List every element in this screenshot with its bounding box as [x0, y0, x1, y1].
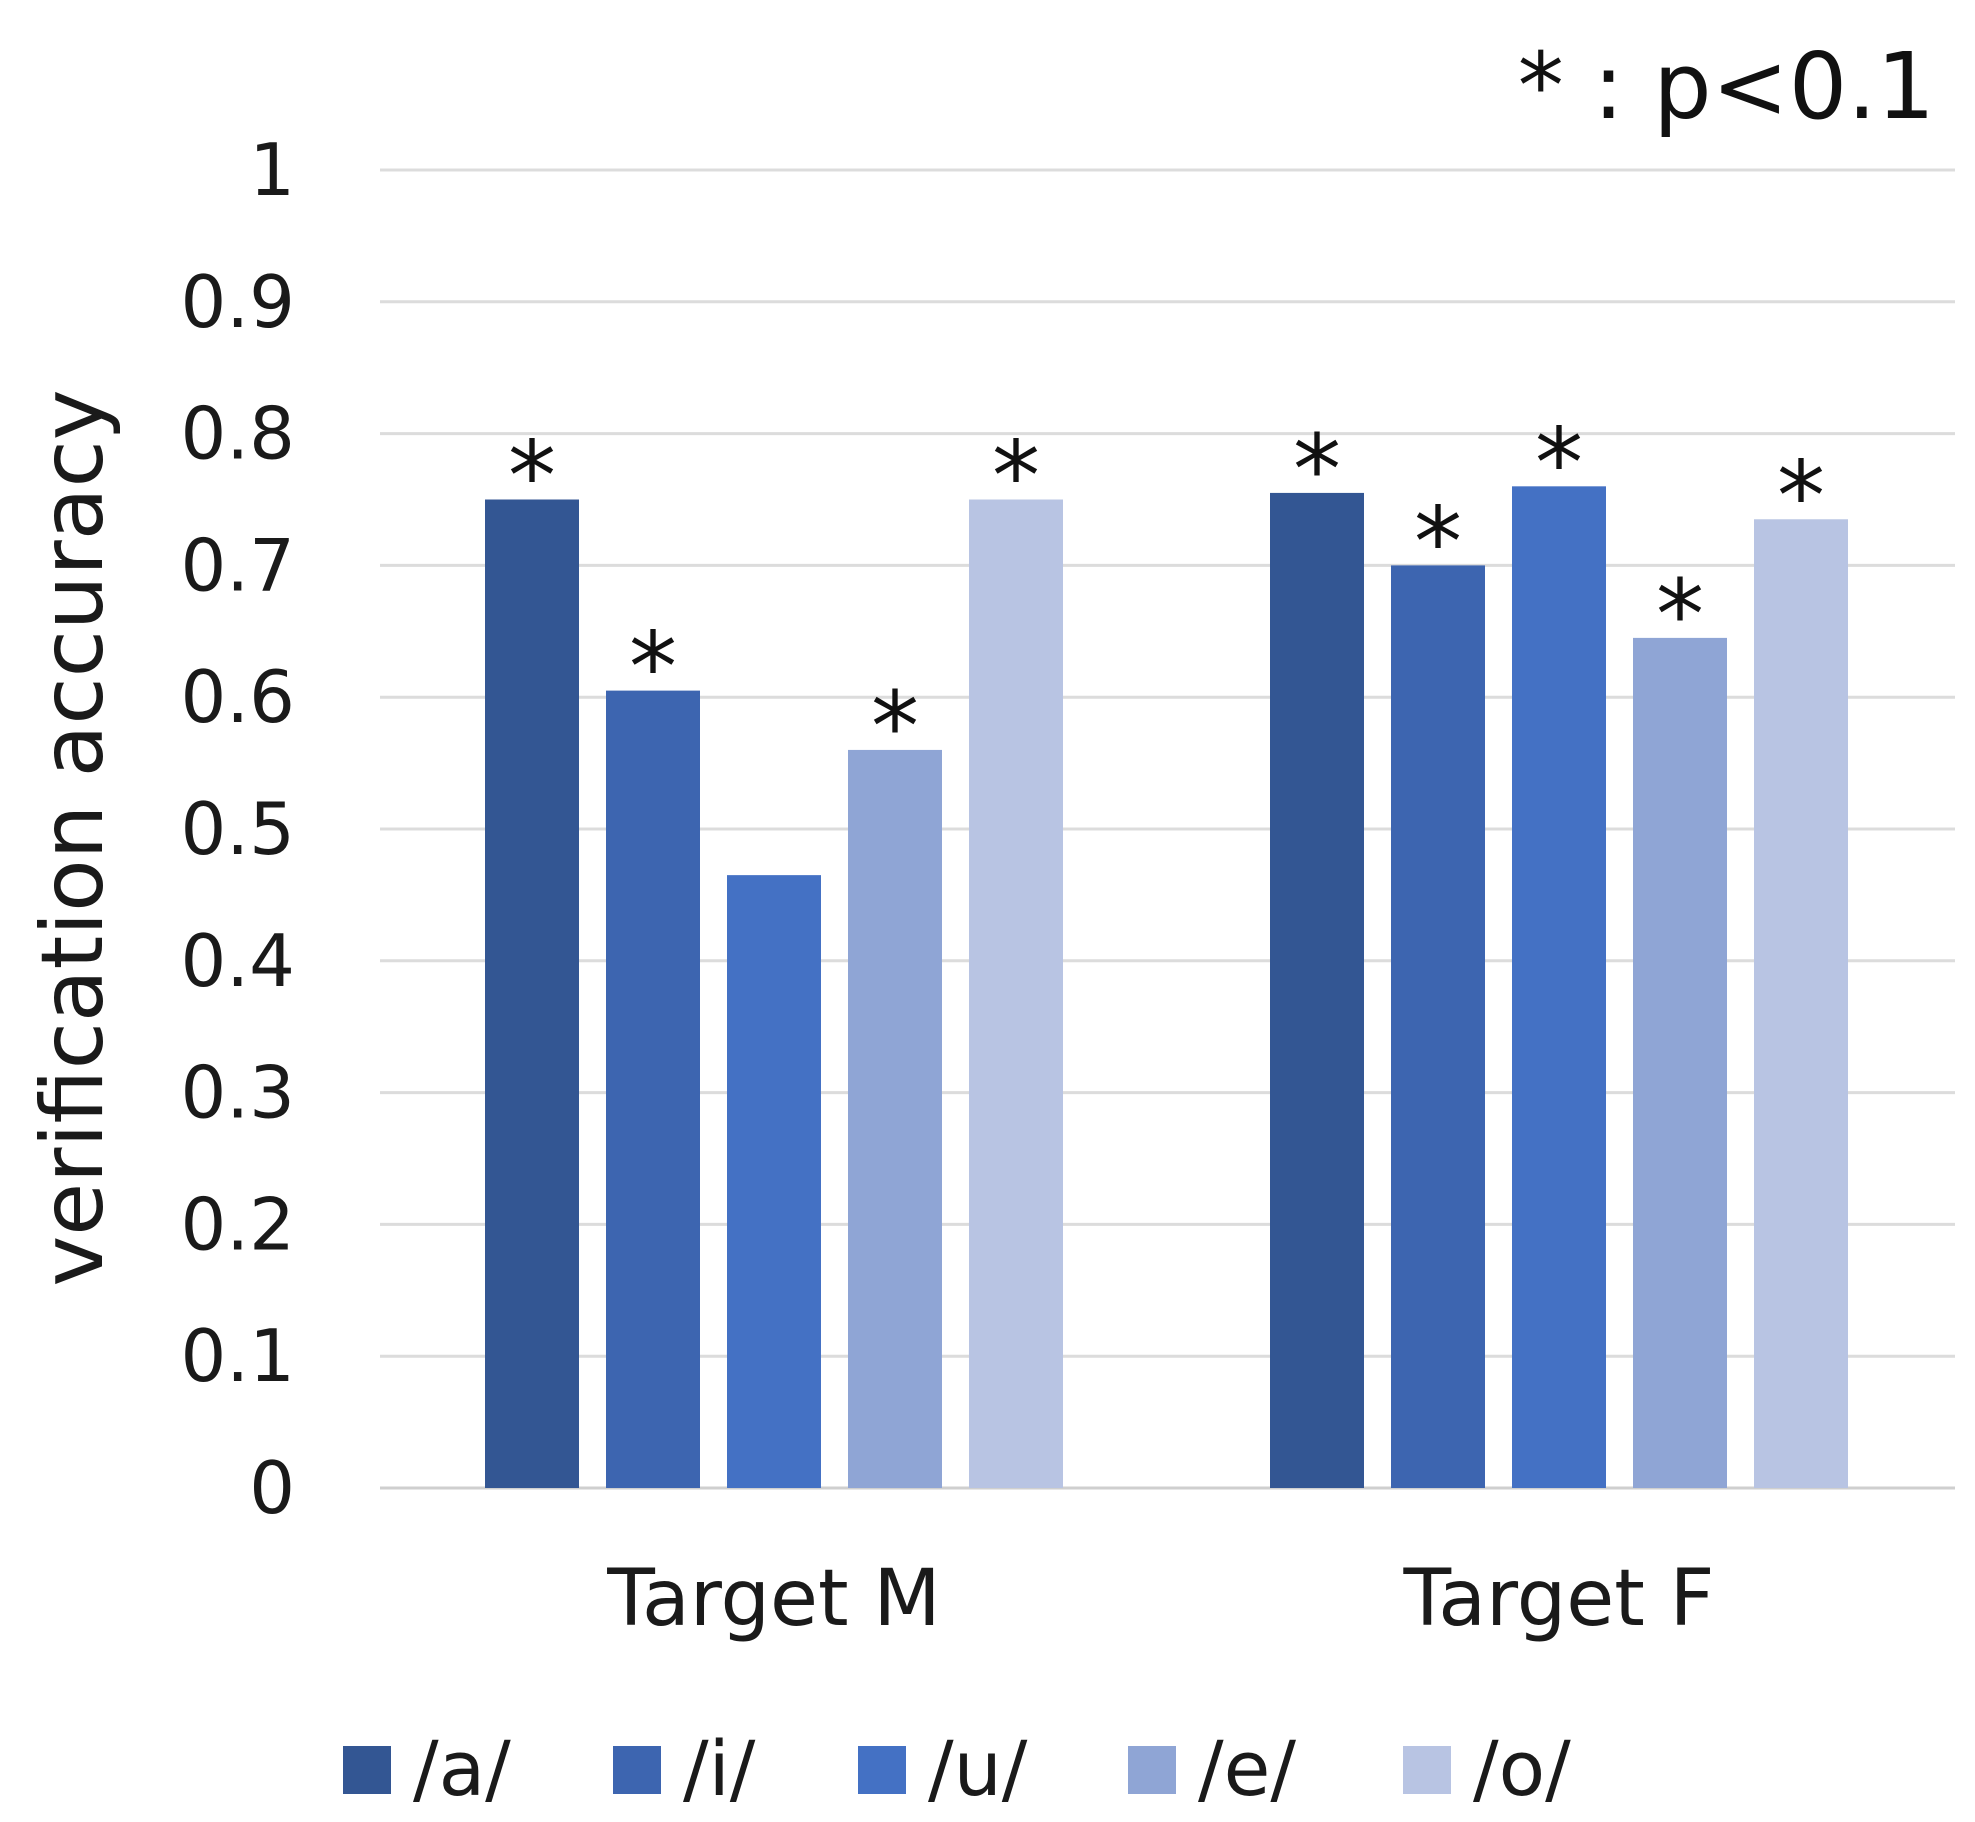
- x-category-label: Target M: [606, 1554, 940, 1644]
- bar: [969, 499, 1063, 1488]
- legend-item: /u/: [858, 1724, 1028, 1813]
- y-tick-label: 0: [249, 1446, 295, 1530]
- bar: [485, 499, 579, 1488]
- y-tick-label: 0.1: [180, 1314, 295, 1398]
- significance-star: *: [508, 421, 556, 533]
- y-tick-label: 0.3: [180, 1051, 295, 1135]
- legend-swatch: [1128, 1746, 1176, 1794]
- y-axis-ticks: 0 0.1 0.2 0.3 0.4 0.5 0.6 0.7 0.8 0.9 1: [180, 128, 295, 1530]
- legend-swatch: [858, 1746, 906, 1794]
- legend-item: /a/: [343, 1724, 511, 1813]
- bar: [1512, 486, 1606, 1488]
- y-tick-label: 0.5: [180, 787, 295, 871]
- legend: /a/ /i/ /u/ /e/ /o/: [343, 1724, 1571, 1813]
- significance-star: *: [1656, 559, 1704, 671]
- bar: [1270, 492, 1364, 1488]
- bar: [1633, 637, 1727, 1488]
- legend-label: /a/: [413, 1724, 511, 1813]
- significance-star: *: [1293, 414, 1341, 526]
- bars: [485, 486, 1848, 1488]
- y-axis-title: verification accuracy: [23, 389, 123, 1286]
- y-tick-label: 0.8: [180, 392, 295, 476]
- significance-star: *: [629, 612, 677, 724]
- y-tick-label: 0.2: [180, 1182, 295, 1266]
- bar: [848, 749, 942, 1488]
- significance-star: *: [871, 671, 919, 783]
- significance-star: *: [1777, 440, 1825, 552]
- legend-item: /e/: [1128, 1724, 1296, 1813]
- legend-label: /i/: [683, 1724, 756, 1813]
- bar: [1754, 519, 1848, 1488]
- bar: [606, 690, 700, 1488]
- y-tick-label: 0.7: [180, 523, 295, 607]
- y-tick-label: 0.6: [180, 655, 295, 739]
- legend-swatch: [343, 1746, 391, 1794]
- legend-label: /e/: [1198, 1724, 1296, 1813]
- legend-item: /o/: [1403, 1724, 1571, 1813]
- bar: [727, 875, 821, 1488]
- significance-star: *: [1535, 407, 1583, 519]
- y-tick-label: 1: [249, 128, 295, 212]
- significance-star: *: [1414, 486, 1462, 598]
- significance-star: *: [992, 421, 1040, 533]
- y-tick-label: 0.9: [180, 260, 295, 344]
- legend-label: /u/: [928, 1724, 1028, 1813]
- significance-note: * : p<0.1: [1518, 33, 1935, 140]
- bar: [1391, 565, 1485, 1488]
- legend-label: /o/: [1473, 1724, 1571, 1813]
- significance-markers: * * * * * * * * *: [508, 407, 1825, 783]
- legend-swatch: [613, 1746, 661, 1794]
- legend-swatch: [1403, 1746, 1451, 1794]
- y-tick-label: 0.4: [180, 919, 295, 1003]
- x-axis-categories: Target M Target F: [606, 1554, 1714, 1644]
- x-category-label: Target F: [1403, 1554, 1715, 1644]
- legend-item: /i/: [613, 1724, 756, 1813]
